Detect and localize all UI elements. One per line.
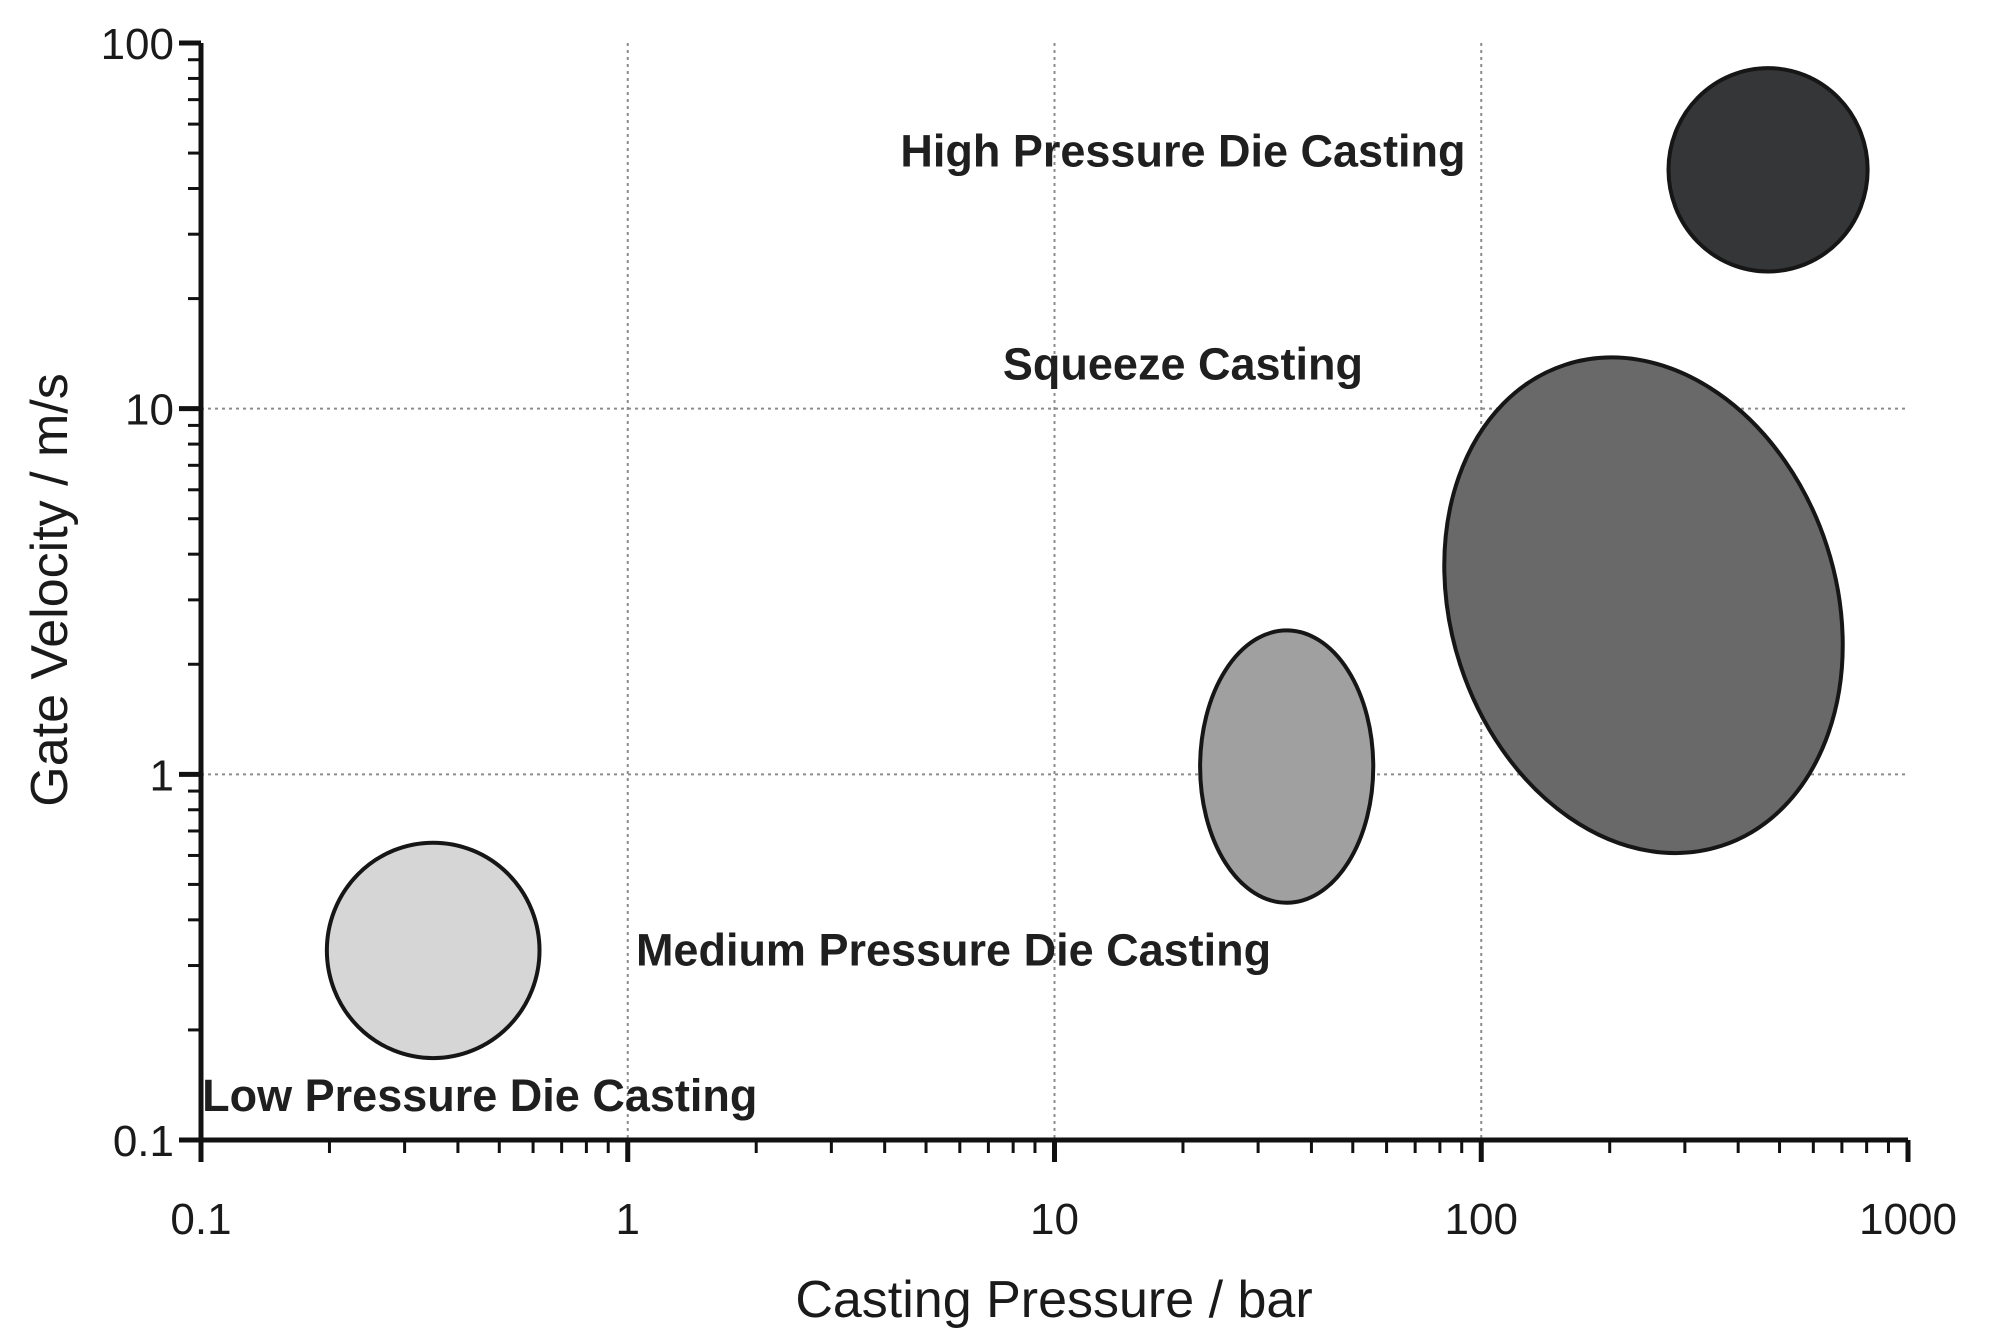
y-axis-title: Gate Velocity / m/s	[21, 373, 79, 807]
regions	[324, 66, 1870, 1061]
label-squeeze-casting: Squeeze Casting	[1003, 339, 1363, 390]
region-high-pressure-die-casting	[1666, 66, 1870, 274]
tick-labels: 0.1 1 10 100 1000 0.1 1 10 100	[101, 20, 1957, 1244]
ticks	[179, 40, 1911, 1162]
y-tick-label: 10	[125, 386, 174, 435]
x-tick-label: 0.1	[170, 1195, 231, 1244]
region-medium-pressure-die-casting	[1198, 628, 1376, 905]
y-tick-label: 1	[150, 751, 174, 800]
x-tick-label: 1000	[1859, 1195, 1957, 1244]
x-tick-label: 10	[1030, 1195, 1079, 1244]
x-tick-label: 1	[616, 1195, 640, 1244]
label-low-pressure-die-casting: Low Pressure Die Casting	[202, 1070, 757, 1121]
region-squeeze-casting	[1442, 355, 1845, 856]
label-high-pressure-die-casting: High Pressure Die Casting	[900, 125, 1465, 176]
axes: 0.1 1 10 100 1000 0.1 1 10 100	[101, 20, 1957, 1244]
x-axis-title: Casting Pressure / bar	[795, 1271, 1312, 1329]
y-tick-label: 100	[101, 20, 174, 69]
label-medium-pressure-die-casting: Medium Pressure Die Casting	[636, 925, 1271, 976]
x-tick-label: 100	[1445, 1195, 1518, 1244]
region-labels: Low Pressure Die Casting Medium Pressure …	[202, 125, 1465, 1121]
y-tick-label: 0.1	[113, 1117, 174, 1166]
region-low-pressure-die-casting	[324, 840, 542, 1061]
